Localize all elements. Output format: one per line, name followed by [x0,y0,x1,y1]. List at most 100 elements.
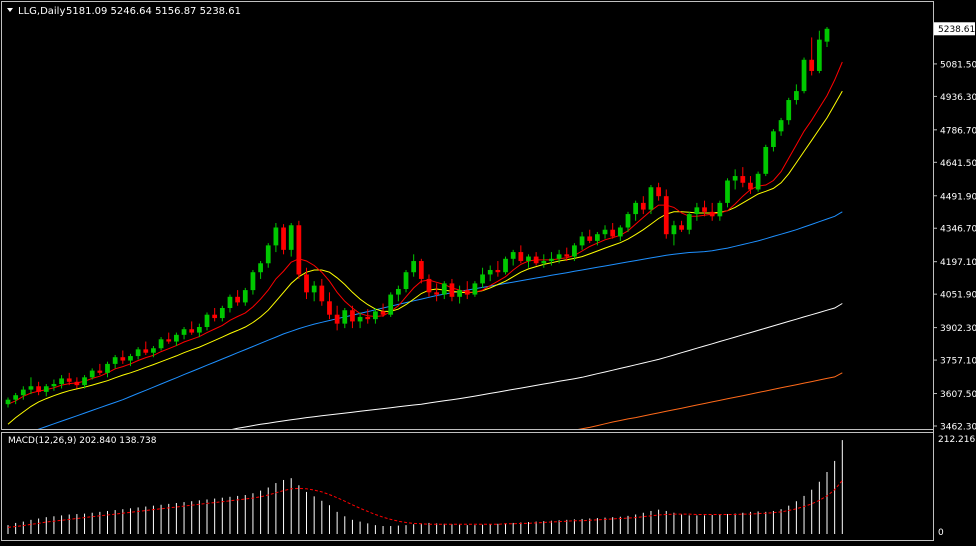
candle-body [579,236,585,246]
candle-body [702,207,707,212]
ma-mid-line [37,211,843,429]
candle-body [686,214,692,230]
candle-body [82,377,87,386]
candle-body [20,389,26,396]
candle-body [273,227,279,246]
ma-longest-line [577,372,843,429]
candle-body [480,274,485,284]
candle-body [794,91,799,101]
candle-body [533,256,539,264]
symbol-label: LLG,Daily [18,6,65,17]
candle-body [518,252,524,262]
candle-body [610,229,616,237]
price-tick-label: 4786.70 [940,126,976,136]
candle-body [403,272,409,289]
candle-body [457,290,462,297]
candle-body [526,256,531,262]
candle-body [181,329,187,335]
dropdown-triangle-icon[interactable] [7,8,13,12]
candle-body [732,176,738,181]
candle-body [311,285,317,293]
candle-body [51,384,57,387]
candle-body [771,131,776,147]
candle-body [648,187,654,210]
candle-body [487,269,493,275]
last-price-badge [934,22,975,36]
price-tick-label: 3607.50 [940,390,976,400]
candle-body [66,378,72,382]
candle-body [602,229,608,235]
candle-body [265,245,271,264]
candle-body [97,370,103,373]
candle-body [786,100,792,121]
price-tick-label: 4641.50 [940,159,976,169]
candle-body [671,225,677,235]
candle-body [350,310,355,322]
price-axis: 3462.30 3607.50 3757.10 3902.30 4051.90 4197.… [933,60,976,433]
candle-body [625,214,631,228]
candle-body [334,314,340,324]
candle-body [5,399,11,405]
candle-body [304,274,309,293]
candle-body [572,245,577,257]
ohlc-readout: 5181.09 5246.64 5156.87 5238.61 [66,6,241,17]
candle-body [778,120,784,132]
candle-body [13,395,19,400]
candle-body [503,258,508,273]
candle-body [212,314,218,319]
price-tick-label: 3462.30 [940,423,976,433]
candle-body [816,39,822,71]
macd-histogram [7,440,843,534]
candle-body [227,296,233,308]
candle-body [426,278,432,293]
candle-body [763,146,769,174]
price-tick-label: 5081.50 [940,60,976,70]
candle-body [640,202,646,210]
macd-signal-line [7,480,843,528]
candle-body [288,225,294,250]
candle-body [564,254,570,257]
candle-body [679,225,684,230]
macd-max-label: 212.216 [938,435,975,445]
candle-body [128,356,133,361]
price-tick-label: 3902.30 [940,324,976,334]
candlesticks [5,26,830,408]
candle-body [556,254,562,259]
candle-body [388,294,394,315]
candle-body [725,180,730,203]
candle-body [235,296,240,303]
candle-body [357,316,363,322]
candle-body [748,182,753,190]
candle-body [549,258,554,262]
candle-body [281,227,286,250]
candle-body [472,283,478,295]
candle-body [89,370,95,378]
candle-body [174,334,179,342]
candle-body [449,283,455,297]
macd-zero-label: 0 [938,528,944,538]
candle-body [495,269,501,273]
candle-body [709,211,715,217]
candle-body [824,28,830,42]
candle-body [541,261,547,264]
macd-signal-polyline [7,480,843,528]
candle-body [242,290,248,303]
candle-body [464,290,470,295]
candle-body [135,349,141,357]
candle-body [633,202,639,215]
ma-long-line [231,303,843,429]
price-tick-label: 4936.30 [940,93,976,103]
candle-body [158,339,164,349]
candle-body [166,339,172,342]
candle-body [441,283,447,295]
candle-body [204,314,210,328]
candle-body [143,349,149,353]
candle-body [219,307,225,319]
candle-body [365,316,371,320]
candle-body [617,227,623,237]
candle-body [151,348,156,353]
price-tick-label: 3757.10 [940,357,976,367]
price-tick-label: 4491.90 [940,192,976,202]
